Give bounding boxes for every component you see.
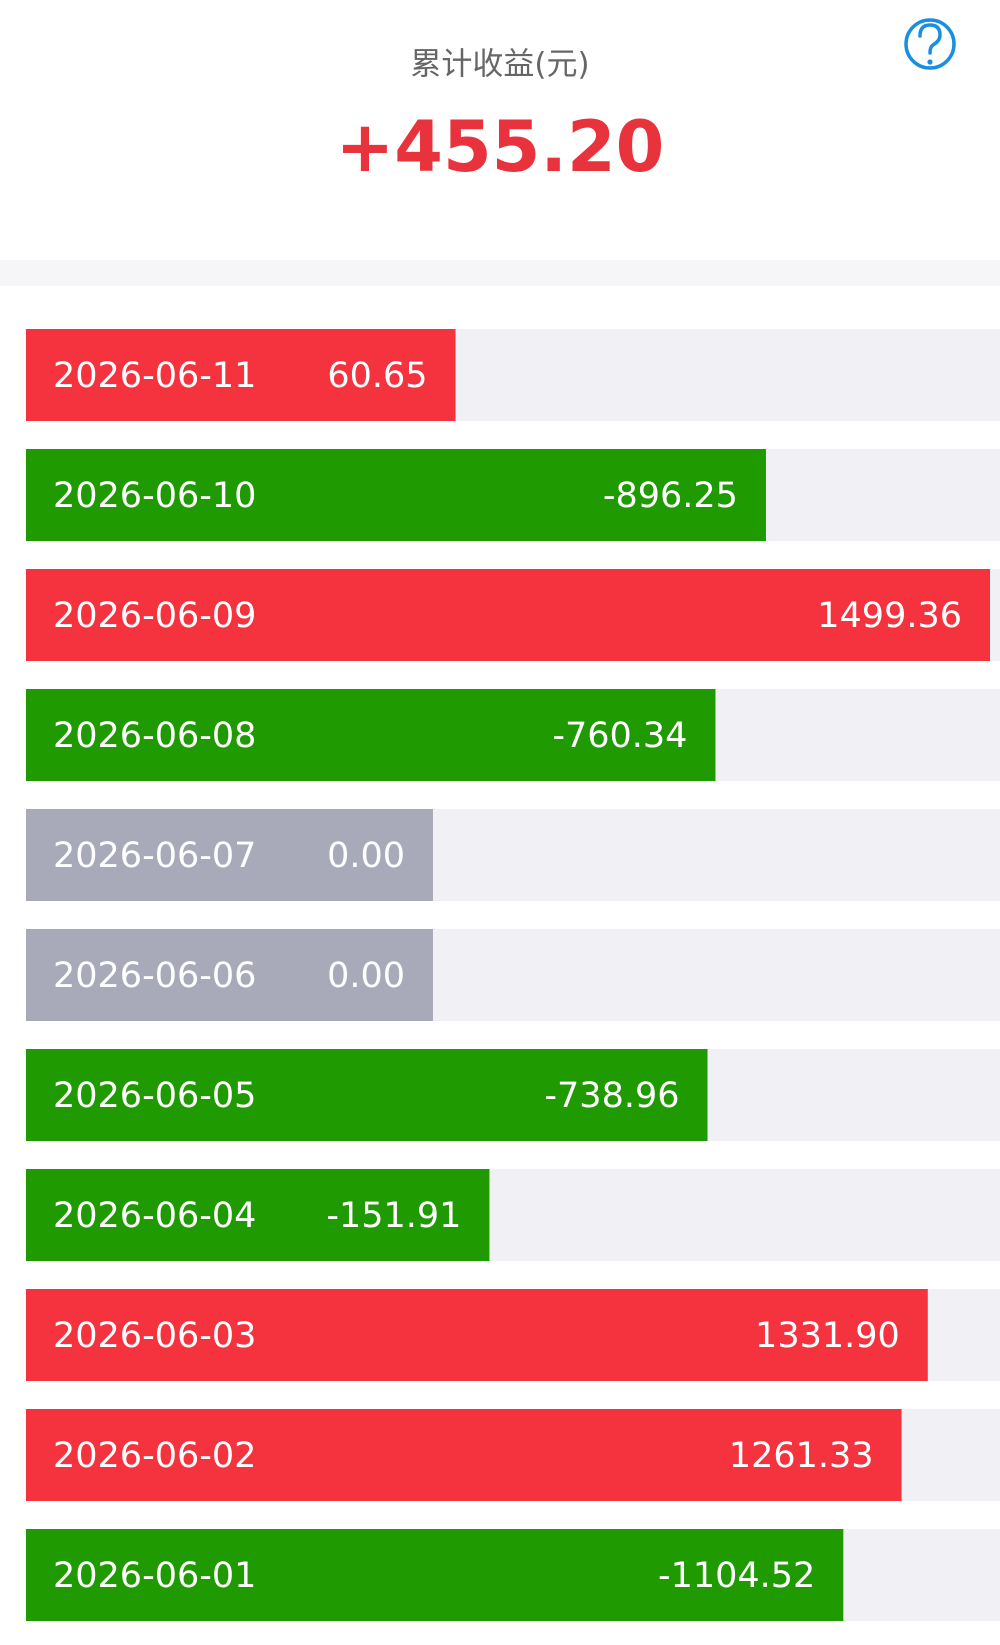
date-label: 2026-06-10	[53, 476, 256, 516]
value-label: 1261.33	[729, 1436, 874, 1476]
summary-title: 累计收益(元)	[410, 47, 589, 83]
value-label: -760.34	[552, 716, 687, 756]
value-label: -151.91	[326, 1196, 461, 1236]
date-label: 2026-06-03	[53, 1316, 256, 1356]
summary-total: +455.20	[336, 106, 665, 188]
date-label: 2026-06-06	[53, 956, 256, 996]
separator	[0, 260, 1000, 286]
value-label: 1499.36	[817, 596, 962, 636]
date-label: 2026-06-04	[53, 1196, 256, 1236]
date-label: 2026-06-01	[53, 1556, 256, 1596]
bar	[26, 329, 456, 421]
value-label: 0.00	[327, 836, 405, 876]
help-circle[interactable]	[904, 18, 956, 70]
date-label: 2026-06-11	[53, 356, 256, 396]
value-label: -738.96	[544, 1076, 679, 1116]
date-label: 2026-06-07	[53, 836, 256, 876]
date-label: 2026-06-05	[53, 1076, 256, 1116]
bar	[26, 1289, 928, 1381]
bar	[26, 1529, 844, 1621]
bar	[26, 449, 766, 541]
bar	[26, 929, 433, 1021]
value-label: 0.00	[327, 956, 405, 996]
bar	[26, 689, 716, 781]
bar	[26, 809, 433, 901]
bar	[26, 1049, 708, 1141]
help-icon[interactable]	[904, 18, 956, 70]
help-dot[interactable]	[927, 59, 933, 65]
date-label: 2026-06-02	[53, 1436, 256, 1476]
help-glyph[interactable]	[918, 23, 942, 55]
bar	[26, 1169, 490, 1261]
bar	[26, 1409, 902, 1501]
bar	[26, 569, 990, 661]
value-label: -1104.52	[658, 1556, 815, 1596]
value-label: 1331.90	[755, 1316, 900, 1356]
date-label: 2026-06-08	[53, 716, 256, 756]
date-label: 2026-06-09	[53, 596, 256, 636]
value-label: 60.65	[327, 356, 427, 396]
value-label: -896.25	[603, 476, 738, 516]
